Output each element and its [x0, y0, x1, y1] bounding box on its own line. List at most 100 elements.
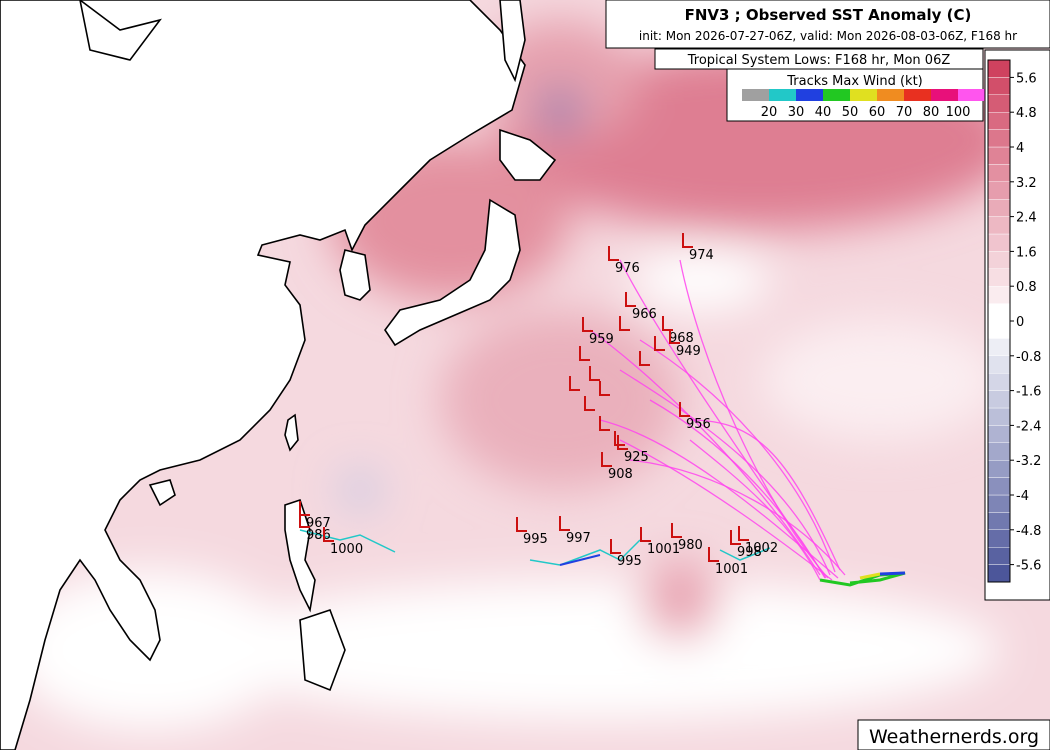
watermark: Weathernerds.org — [869, 726, 1039, 748]
wind-label: 80 — [923, 105, 940, 120]
low-pressure-label: 925 — [624, 450, 649, 465]
low-marker — [599, 416, 610, 431]
low-marker — [738, 526, 749, 541]
low-marker — [617, 435, 628, 450]
low-pressure-label: 974 — [689, 248, 714, 263]
wind-swatch — [823, 89, 850, 101]
colorbar-cell — [987, 111, 1011, 130]
colorbar-cell — [987, 338, 1011, 356]
low-marker — [682, 233, 693, 248]
low-marker — [669, 329, 680, 344]
colorbar-tick-label: 3.2 — [1016, 176, 1037, 191]
colorbar-cell — [987, 494, 1011, 513]
low-pressure-label: 956 — [686, 417, 711, 432]
low-marker — [599, 381, 610, 396]
low-pressure-label: 1001 — [647, 542, 680, 557]
colorbar-tick-label: -3.2 — [1016, 454, 1041, 469]
low-marker — [589, 366, 600, 381]
colorbar-tick-label: 2.4 — [1016, 211, 1037, 226]
low-pressure-label: 1000 — [330, 542, 363, 557]
low-marker — [582, 317, 593, 332]
low-marker — [654, 336, 665, 351]
colorbar-cell — [987, 512, 1011, 531]
low-pressure-label: 949 — [676, 344, 701, 359]
map-subtitle: init: Mon 2026-07-27-06Z, valid: Mon 202… — [639, 29, 1017, 43]
wind-label: 70 — [896, 105, 913, 120]
low-marker — [708, 547, 719, 562]
colorbar-cell — [987, 529, 1011, 548]
colorbar-cell — [987, 164, 1011, 182]
colorbar-cell — [987, 547, 1011, 565]
low-marker — [671, 523, 682, 538]
colorbar-cell — [987, 181, 1011, 200]
wind-swatch — [769, 89, 796, 101]
low-marker — [610, 539, 621, 554]
low-marker — [579, 346, 590, 361]
low-marker — [516, 517, 527, 532]
panel-label: Tropical System Lows: F168 hr, Mon 06Z — [687, 53, 951, 68]
low-pressure-label: 976 — [615, 261, 640, 276]
colorbar: 5.6 4.8 4 3.2 2.4 1.6 0.8 0 -0.8 -1.6 -2.4 -3.2 -4 -4… — [984, 49, 1050, 601]
low-pressure-label: 995 — [617, 554, 642, 569]
low-marker — [640, 527, 651, 542]
wind-label: 30 — [788, 105, 805, 120]
watermark-box: Weathernerds.org — [857, 719, 1050, 751]
low-pressure-label: 908 — [608, 467, 633, 482]
wind-swatch — [850, 89, 877, 101]
colorbar-cell — [987, 94, 1011, 113]
low-marker — [584, 396, 595, 411]
japan — [384, 198, 521, 347]
wind-label: 60 — [869, 105, 886, 120]
low-marker — [299, 513, 310, 528]
colorbar-cell — [987, 407, 1011, 426]
colorbar-tick-label: 0.8 — [1016, 280, 1037, 295]
lake — [79, 0, 162, 61]
colorbar-cell — [987, 233, 1011, 252]
colorbar-cell — [987, 390, 1011, 409]
colorbar-cell — [987, 460, 1011, 478]
wind-swatch — [931, 89, 958, 101]
colorbar-cell — [987, 320, 1011, 339]
colorbar-cell — [987, 77, 1011, 96]
low-marker — [639, 351, 650, 366]
low-pressure-label: 966 — [632, 307, 657, 322]
colorbar-tick-label: -1.6 — [1016, 385, 1041, 400]
wind-swatch — [742, 89, 769, 101]
low-marker — [619, 316, 630, 331]
mindanao — [299, 608, 346, 692]
low-marker — [679, 402, 690, 417]
wind-label: 20 — [761, 105, 778, 120]
low-pressure-label: 1002 — [745, 541, 778, 556]
wind-label: 50 — [842, 105, 859, 120]
colorbar-cell — [987, 146, 1011, 165]
wind-legend: Tracks Max Wind (kt) 20 30 40 50 60 70 80 100 — [726, 68, 985, 122]
colorbar-cell — [987, 216, 1011, 235]
colorbar-cell — [987, 129, 1011, 148]
colorbar-tick-label: 1.6 — [1016, 245, 1037, 260]
low-pressure-label: 997 — [566, 531, 591, 546]
panel-box: Tropical System Lows: F168 hr, Mon 06Z — [654, 48, 984, 70]
sakhalin — [499, 0, 526, 83]
colorbar-tick-label: 0 — [1016, 315, 1024, 330]
low-marker — [323, 527, 334, 542]
korea — [339, 249, 371, 301]
low-marker — [601, 452, 612, 467]
map-title: FNV3 ; Observed SST Anomaly (C) — [685, 6, 972, 24]
colorbar-cell — [987, 251, 1011, 269]
colorbar-cell — [987, 303, 1011, 322]
low-marker — [569, 376, 580, 391]
wind-label: 40 — [815, 105, 832, 120]
colorbar-cell — [987, 442, 1011, 461]
low-pressure-label: 995 — [523, 532, 548, 547]
colorbar-tick-label: -5.6 — [1016, 559, 1041, 574]
wind-swatch — [877, 89, 904, 101]
low-marker — [559, 516, 570, 531]
hokkaido — [499, 128, 557, 181]
colorbar-cell — [987, 286, 1011, 304]
wind-label: 100 — [946, 105, 971, 120]
low-pressure-label: 980 — [678, 538, 703, 553]
colorbar-cell — [987, 268, 1011, 287]
colorbar-tick-label: 5.6 — [1016, 71, 1037, 86]
colorbar-cell — [987, 59, 1011, 78]
colorbar-cell — [987, 564, 1011, 583]
